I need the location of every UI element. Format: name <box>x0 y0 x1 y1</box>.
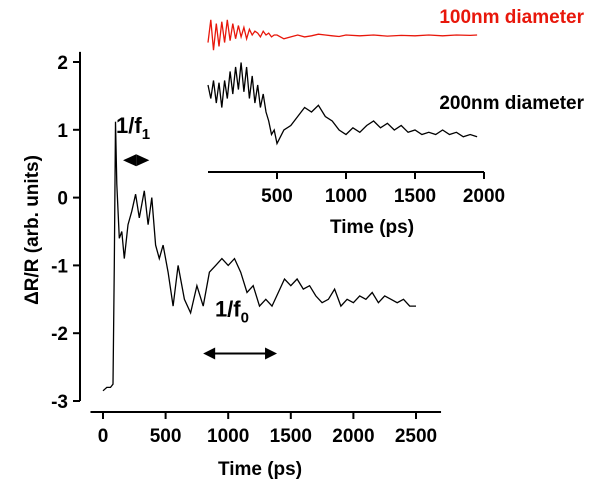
inset-series-200nm-label: 200nm diameter <box>439 93 584 114</box>
main-x-tick-label: 1500 <box>270 426 312 447</box>
main-y-ticks: -3 -2 -1 0 1 2 <box>51 53 80 413</box>
arrow-head-left <box>123 154 137 167</box>
inset-x-axis-label: Time (ps) <box>330 217 414 238</box>
main-y-tick-label: -2 <box>51 324 68 345</box>
main-x-tick-label: 0 <box>98 426 109 447</box>
arrow-head-left <box>203 347 216 360</box>
main-x-ticks: 0 500 1000 1500 2000 2500 <box>98 412 437 447</box>
period-annotation-1: 1/f1 <box>116 113 150 167</box>
main-y-axis-label: ΔR/R (arb. units) <box>22 155 43 305</box>
arrow-head-right <box>136 154 150 167</box>
main-x-tick-label: 2500 <box>395 426 437 447</box>
main-y-tick-label: 0 <box>57 189 68 210</box>
main-x-tick-label: 1000 <box>207 426 249 447</box>
inset-x-tick-label: 1500 <box>394 186 436 207</box>
inset-series-100nm-line <box>207 19 478 51</box>
inset-x-tick-label: 1000 <box>325 186 367 207</box>
main-y-tick-label: -1 <box>51 256 68 277</box>
inset-plot: 500 1000 1500 2000 100nm diameter 200nm dia… <box>207 7 585 238</box>
inset-series-100nm-label: 100nm diameter <box>439 7 584 28</box>
inset-x-tick-label: 500 <box>261 186 293 207</box>
inset-series-200nm-line <box>207 62 478 146</box>
main-x-axis-label: Time (ps) <box>218 459 302 480</box>
main-series-line <box>102 121 416 392</box>
main-x-tick-label: 2000 <box>332 426 374 447</box>
inset-x-tick-label: 2000 <box>463 186 505 207</box>
annotation-label: 1/f0 <box>215 296 249 326</box>
main-plot: -3 -2 -1 0 1 2 0 500 1000 1500 2000 2500 Time (ps)… <box>22 51 442 480</box>
annotation-label: 1/f1 <box>116 113 150 143</box>
arrow-head-right <box>265 347 278 360</box>
main-annotations: 1/f1 1/f0 <box>116 113 278 360</box>
main-y-tick-label: -3 <box>51 392 68 413</box>
main-y-tick-label: 1 <box>57 121 68 142</box>
period-annotation-0: 1/f0 <box>203 296 278 360</box>
main-y-tick-label: 2 <box>57 53 68 74</box>
main-x-tick-label: 500 <box>150 426 182 447</box>
inset-x-ticks: 500 1000 1500 2000 <box>261 172 505 207</box>
